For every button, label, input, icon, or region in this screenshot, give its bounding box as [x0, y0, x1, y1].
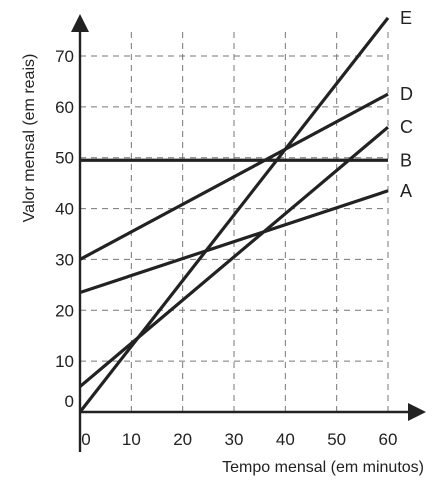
y-tick-label: 50 — [55, 149, 74, 168]
y-tick-label: 40 — [55, 200, 74, 219]
x-tick-label: 60 — [379, 430, 398, 449]
x-tick-label: 10 — [122, 430, 141, 449]
series-line-E — [78, 16, 390, 413]
x-tick-label: 30 — [225, 430, 244, 449]
y-axis-label: Valor mensal (em reais) — [21, 54, 38, 223]
series-label-A: A — [400, 181, 412, 201]
series-label-D: D — [400, 84, 413, 104]
x-tick-label: 40 — [276, 430, 295, 449]
x-tick-labels: 0 10 20 30 40 50 60 — [81, 430, 397, 449]
series-line-A — [79, 189, 389, 295]
x-tick-label: 0 — [81, 430, 90, 449]
y-tick-label: 0 — [65, 392, 74, 411]
y-axis-arrow — [71, 14, 89, 32]
series-line-C — [78, 125, 390, 388]
x-axis-label: Tempo mensal (em minutos) — [222, 459, 424, 476]
x-tick-label: 50 — [327, 430, 346, 449]
y-tick-label: 30 — [55, 250, 74, 269]
y-tick-label: 60 — [55, 98, 74, 117]
series-label-C: C — [400, 117, 413, 137]
series-lines — [78, 16, 390, 413]
y-tick-labels: 0 10 20 30 40 50 60 70 — [55, 47, 74, 411]
series-label-B: B — [400, 150, 412, 170]
series-line-D — [79, 92, 389, 261]
y-tick-label: 10 — [55, 352, 74, 371]
axes — [71, 14, 426, 452]
y-tick-label: 70 — [55, 47, 74, 66]
y-tick-label: 20 — [55, 301, 74, 320]
x-tick-label: 20 — [173, 430, 192, 449]
series-label-E: E — [400, 8, 412, 28]
x-axis-arrow — [408, 403, 426, 421]
